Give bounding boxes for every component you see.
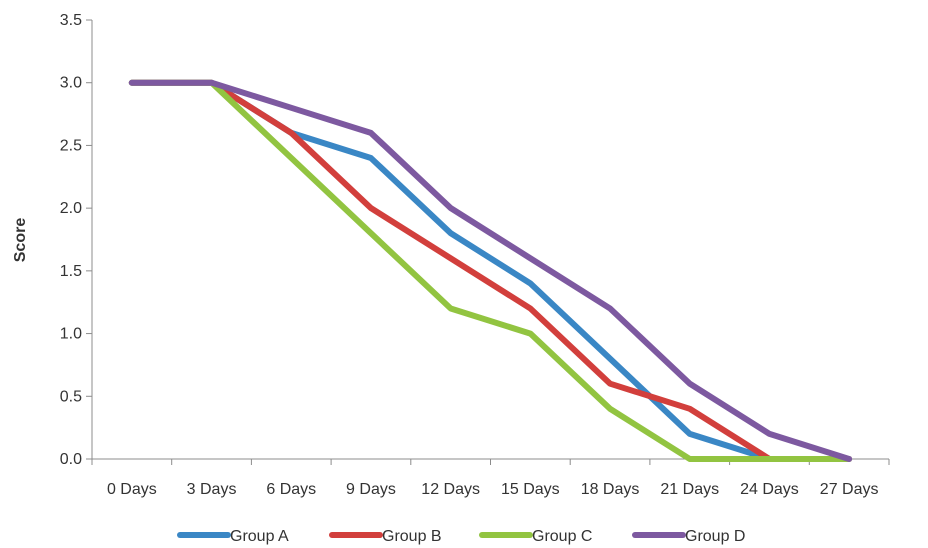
x-tick-label: 18 Days	[581, 481, 640, 498]
x-tick-label: 12 Days	[421, 481, 480, 498]
y-tick-label: 3.0	[60, 75, 82, 92]
x-tick-label: 6 Days	[266, 481, 316, 498]
y-axis-ticks: 0.0 0.5 1.0 1.5 2.0 2.5 3.0 3.5	[60, 12, 92, 468]
legend-item-group-c: Group C	[479, 528, 592, 545]
x-tick-label: 0 Days	[107, 481, 157, 498]
legend-item-group-b: Group B	[329, 528, 442, 545]
series-line-group-d	[128, 79, 853, 462]
y-tick-label: 3.5	[60, 12, 82, 29]
x-tick-label: 3 Days	[187, 481, 237, 498]
y-tick-label: 1.5	[60, 263, 82, 280]
legend-label: Group C	[532, 528, 592, 545]
y-tick-label: 0.5	[60, 388, 82, 405]
y-tick-label: 0.0	[60, 451, 82, 468]
x-tick-label: 27 Days	[820, 481, 879, 498]
x-tick-label: 21 Days	[660, 481, 719, 498]
series-line-group-a	[128, 79, 853, 462]
series-lines	[128, 79, 853, 462]
x-tick-label: 24 Days	[740, 481, 799, 498]
legend-item-group-d: Group D	[632, 528, 745, 545]
legend-label: Group B	[382, 528, 442, 545]
x-tick-label: 15 Days	[501, 481, 560, 498]
y-tick-label: 1.0	[60, 326, 82, 343]
y-tick-label: 2.0	[60, 200, 82, 217]
y-axis-title: Score	[12, 218, 29, 263]
series-line-group-b	[128, 79, 853, 462]
legend: Group A Group B Group C Group D	[177, 528, 745, 545]
legend-label: Group A	[230, 528, 289, 545]
legend-label: Group D	[685, 528, 745, 545]
x-axis-ticks: 0 Days 3 Days 6 Days 9 Days 12 Days 15 Days 18…	[91, 459, 890, 498]
legend-item-group-a: Group A	[177, 528, 289, 545]
y-tick-label: 2.5	[60, 137, 82, 154]
series-line-group-c	[128, 79, 853, 462]
x-tick-label: 9 Days	[346, 481, 396, 498]
